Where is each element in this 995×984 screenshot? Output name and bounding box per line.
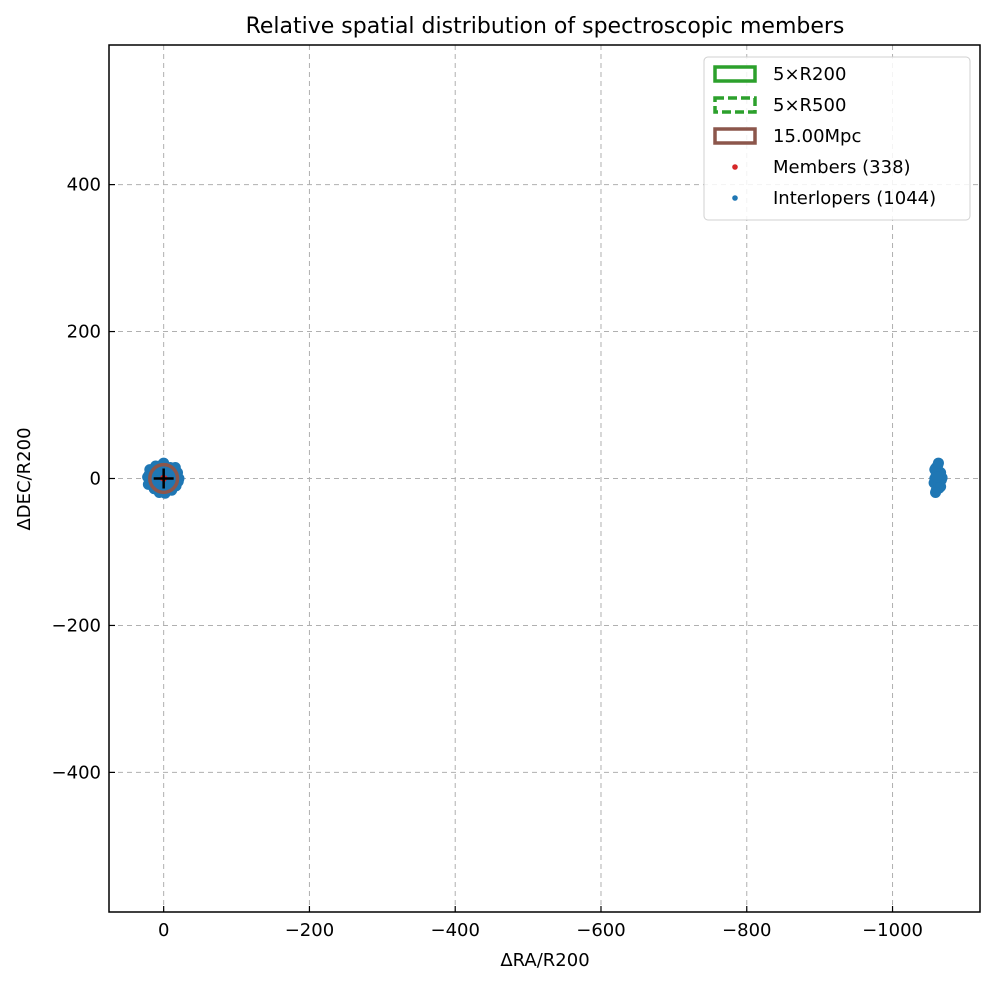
legend-label: 15.00Mpc: [773, 126, 861, 147]
x-tick-label: −800: [722, 920, 771, 941]
interloper-point: [931, 471, 943, 483]
y-tick-label: 400: [67, 175, 101, 196]
legend-swatch: [713, 65, 757, 83]
legend-marker: [732, 195, 738, 201]
legend-swatch: [713, 127, 757, 145]
legend-label: Members (338): [773, 157, 911, 178]
interloper-point: [932, 457, 944, 469]
x-tick-label: −600: [576, 920, 625, 941]
y-axis-label: ΔDEC/R200: [14, 427, 35, 530]
legend-box: [703, 56, 971, 221]
interloper-point: [930, 486, 942, 498]
legend-label: 5×R200: [773, 64, 846, 85]
legend: 5×R200 5×R500 15.00Mpc Members (338) Interlo…: [703, 56, 971, 221]
legend-swatch: [713, 96, 757, 114]
chart-title: Relative spatial distribution of spectro…: [246, 14, 845, 39]
y-tick-label: 0: [90, 469, 101, 490]
x-tick-label: −200: [285, 920, 334, 941]
radius-circle: [148, 462, 180, 495]
annotations: [148, 462, 180, 495]
legend-label: 5×R500: [773, 95, 846, 116]
axis-ticks: 0 −200 −400 −600 −800 −1000 400 200 0 −200 −400: [52, 175, 923, 941]
y-tick-label: −200: [52, 615, 101, 636]
x-axis-label: ΔRA/R200: [500, 950, 589, 971]
x-tick-label: 0: [158, 920, 169, 941]
legend-label: Interlopers (1044): [773, 188, 936, 209]
legend-marker: [732, 164, 738, 170]
y-tick-label: 200: [67, 322, 101, 343]
x-tick-label: −1000: [862, 920, 923, 941]
y-tick-label: −400: [52, 762, 101, 783]
x-tick-label: −400: [430, 920, 479, 941]
